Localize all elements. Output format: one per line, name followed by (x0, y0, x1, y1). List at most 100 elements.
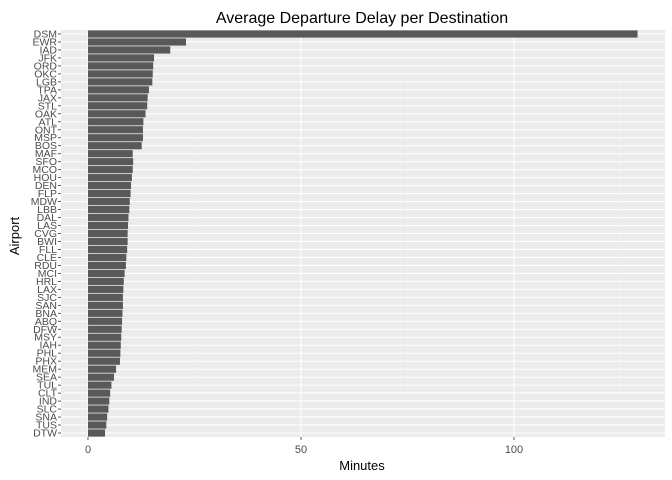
bar-tpa (88, 86, 149, 94)
bar-ind (88, 397, 110, 405)
bar-clt (88, 389, 111, 397)
bar-lgb (88, 78, 153, 86)
y-tick-label-oak: OAK (35, 108, 57, 120)
bar-sfo (88, 158, 134, 166)
x-tick-label-50: 50 (295, 444, 307, 456)
bar-jfk (88, 54, 155, 62)
bar-mco (88, 166, 133, 174)
y-tick-label-tul: TUL (37, 380, 57, 392)
bar-okc (88, 70, 153, 78)
y-tick-label-cle: CLE (37, 252, 57, 264)
y-tick-label-lgb: LGB (36, 76, 57, 88)
y-tick-label-lbb: LBB (37, 204, 57, 216)
y-tick-label-sjc: SJC (37, 292, 57, 304)
y-tick-label-lax: LAX (37, 284, 57, 296)
y-tick-label-flp: FLP (38, 188, 57, 200)
bar-stl (88, 102, 148, 110)
bar-atl (88, 118, 144, 126)
y-tick-label-dal: DAL (37, 212, 58, 224)
y-tick-label-jfk: JFK (38, 52, 57, 64)
chart-title: Average Departure Delay per Destination (216, 10, 508, 27)
bar-tul (88, 381, 112, 389)
bar-iah (88, 341, 121, 349)
bar-flp (88, 190, 131, 198)
y-tick-label-dfw: DFW (33, 324, 57, 336)
y-axis-title: Airport (7, 216, 22, 255)
y-tick-label-dtw: DTW (33, 428, 57, 440)
y-tick-label-sna: SNA (35, 412, 57, 424)
y-tick-label-mci: MCI (38, 268, 57, 280)
y-tick-label-mco: MCO (33, 164, 58, 176)
y-tick-label-ind: IND (39, 396, 58, 408)
bar-sea (88, 373, 114, 381)
y-tick-label-jax: JAX (38, 92, 57, 104)
y-tick-label-msp: MSP (34, 132, 57, 144)
bar-las (88, 221, 129, 230)
bar-tus (88, 421, 107, 429)
bar-phl (88, 349, 121, 357)
x-tick-label-0: 0 (85, 444, 91, 456)
y-tick-label-slc: SLC (37, 404, 58, 416)
bar-fll (88, 245, 128, 254)
y-tick-label-iah: IAH (39, 340, 57, 352)
y-tick-label-phx: PHX (35, 356, 57, 368)
y-tick-label-tpa: TPA (37, 84, 57, 96)
bar-slc (88, 405, 109, 413)
y-tick-label-bna: BNA (35, 308, 57, 320)
bar-oak (88, 110, 146, 118)
y-tick-label-stl: STL (38, 100, 57, 112)
y-tick-label-ont: ONT (35, 124, 58, 136)
y-tick-label-tus: TUS (36, 420, 57, 432)
bar-sna (88, 413, 108, 421)
bar-hrl (88, 277, 124, 285)
y-tick-label-iad: IAD (39, 44, 57, 56)
bar-ord (88, 62, 154, 70)
y-tick-label-dsm: DSM (34, 28, 57, 40)
bar-maf (88, 150, 133, 158)
bar-dal (88, 213, 129, 222)
bar-jax (88, 94, 148, 102)
y-tick-label-clt: CLT (38, 388, 58, 400)
y-tick-label-maf: MAF (35, 148, 57, 160)
y-tick-label-den: DEN (35, 180, 57, 192)
bar-bos (88, 142, 142, 150)
y-tick-label-msy: MSY (34, 332, 57, 344)
y-tick-label-cvg: CVG (34, 228, 57, 240)
bar-dtw (88, 429, 106, 437)
y-tick-label-atl: ATL (39, 116, 58, 128)
y-tick-label-fll: FLL (39, 244, 57, 256)
bar-ont (88, 126, 143, 134)
y-tick-label-sfo: SFO (35, 156, 57, 168)
plot-layer: DSMEWRIADJFKORDOKCLGBTPAJAXSTLOAKATLONTM… (31, 28, 665, 456)
y-tick-label-san: SAN (35, 300, 57, 312)
y-tick-label-okc: OKC (34, 68, 57, 80)
bar-lax (88, 285, 124, 293)
bar-mem (88, 365, 117, 373)
bar-cvg (88, 229, 128, 238)
y-tick-label-ord: ORD (34, 60, 58, 72)
bar-lbb (88, 205, 130, 214)
y-tick-label-mdw: MDW (31, 196, 57, 208)
bar-rdu (88, 261, 126, 270)
y-tick-label-las: LAS (37, 220, 57, 232)
x-axis-title: Minutes (339, 458, 385, 473)
bar-san (88, 301, 123, 309)
bar-mdw (88, 197, 130, 206)
bar-dsm (88, 30, 638, 38)
bar-cle (88, 253, 127, 262)
y-tick-label-hrl: HRL (36, 276, 57, 288)
bar-bna (88, 309, 123, 317)
y-tick-label-rdu: RDU (34, 260, 57, 272)
bar-ewr (88, 38, 186, 46)
bar-bwi (88, 237, 128, 246)
y-tick-label-ewr: EWR (33, 36, 58, 48)
bar-abq (88, 317, 123, 325)
y-tick-label-mem: MEM (33, 364, 58, 376)
y-tick-label-phl: PHL (37, 348, 58, 360)
x-tick-label-100: 100 (505, 444, 523, 456)
y-tick-label-bos: BOS (35, 140, 57, 152)
bar-msp (88, 134, 143, 142)
bar-mci (88, 269, 125, 277)
